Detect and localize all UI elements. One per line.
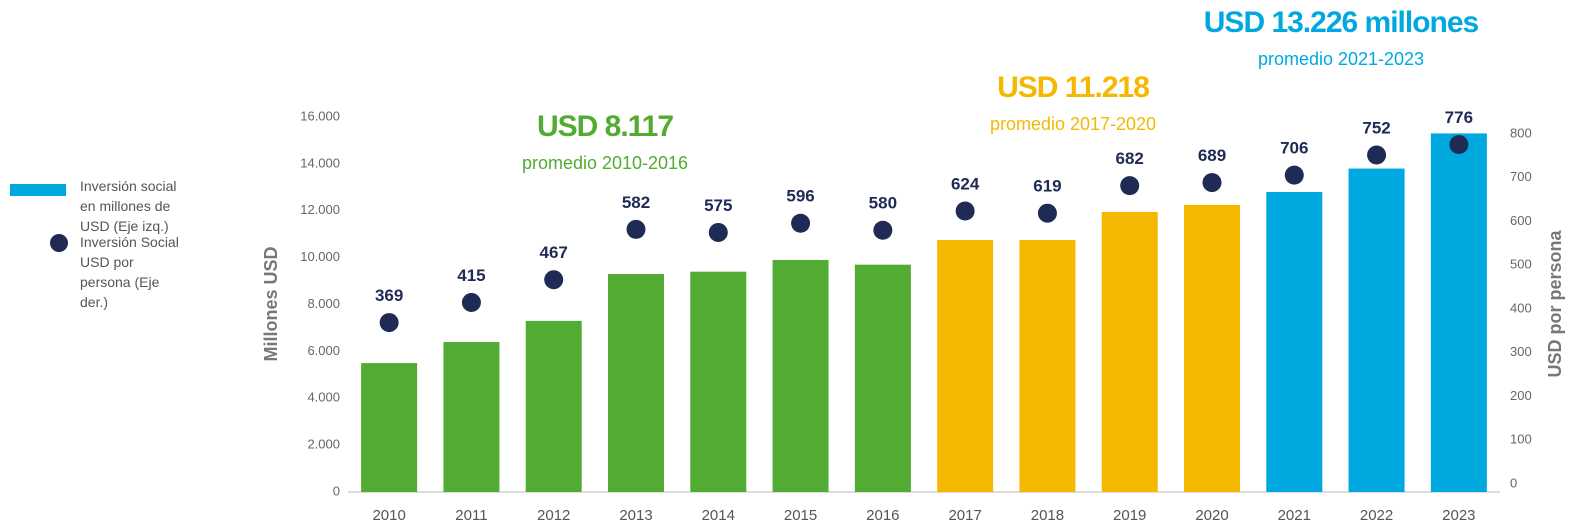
y2-tick-label: 800 — [1510, 125, 1532, 140]
legend-swatch — [50, 234, 68, 252]
dot — [544, 270, 564, 290]
y-tick-label: 0 — [333, 483, 340, 498]
x-tick-label: 2010 — [372, 507, 405, 524]
data-label: 682 — [1116, 149, 1144, 168]
annotation-title: USD 13.226 millones — [1204, 6, 1479, 39]
legend-label: Inversión social en millones de USD (Eje… — [80, 178, 177, 234]
dot — [873, 220, 893, 240]
dot — [1037, 203, 1057, 223]
y-tick-label: 14.000 — [300, 155, 340, 170]
dot — [461, 292, 481, 312]
data-label: 776 — [1445, 108, 1473, 127]
annotation-title: USD 8.117 — [537, 110, 673, 143]
dot — [1284, 165, 1304, 185]
x-tick-label: 2018 — [1031, 507, 1064, 524]
dot — [626, 219, 646, 239]
bar — [1019, 240, 1076, 492]
data-label: 689 — [1198, 146, 1226, 165]
x-tick-label: 2020 — [1195, 507, 1228, 524]
y2-tick-label: 400 — [1510, 300, 1532, 315]
bar — [1266, 192, 1323, 492]
annotation-subtitle: promedio 2010-2016 — [522, 153, 688, 173]
y-tick-label: 6.000 — [307, 343, 340, 358]
bar — [1184, 204, 1240, 492]
x-tick-label: 2014 — [702, 507, 735, 524]
x-tick-label: 2021 — [1278, 507, 1311, 524]
dot — [1202, 173, 1222, 193]
bar — [443, 342, 500, 492]
data-label: 580 — [869, 194, 897, 213]
y-tick-label: 4.000 — [307, 390, 340, 405]
x-tick-label: 2013 — [619, 507, 652, 524]
y-tick-label: 12.000 — [300, 202, 340, 217]
y-tick-label: 16.000 — [300, 108, 340, 123]
y2-tick-label: 100 — [1510, 432, 1532, 447]
x-tick-label: 2016 — [866, 507, 899, 524]
dot — [1367, 145, 1387, 165]
data-label: 467 — [540, 243, 568, 262]
bar — [1101, 211, 1158, 492]
data-label: 596 — [786, 187, 814, 206]
dot — [1449, 135, 1469, 154]
y-tick-label: 10.000 — [300, 249, 340, 264]
y-axis-label: Millones USD — [261, 246, 281, 361]
data-label: 415 — [457, 266, 485, 285]
legend-swatch — [10, 184, 66, 196]
data-label: 624 — [951, 174, 980, 193]
annotation-title: USD 11.218 — [997, 71, 1149, 104]
annotation-subtitle: promedio 2021-2023 — [1258, 49, 1424, 69]
y2-tick-label: 0 — [1510, 475, 1517, 490]
legend-label: Inversión Social USD por persona (Eje de… — [80, 234, 179, 310]
y2-tick-label: 600 — [1510, 213, 1532, 228]
x-tick-label: 2023 — [1442, 507, 1475, 524]
x-tick-label: 2017 — [948, 507, 981, 524]
y2-tick-label: 500 — [1510, 257, 1532, 272]
bar — [1348, 168, 1405, 492]
bar — [690, 271, 747, 492]
dot — [379, 313, 399, 333]
x-tick-label: 2012 — [537, 507, 570, 524]
y2-axis-label: USD por persona — [1545, 230, 1565, 378]
data-label: 619 — [1033, 177, 1061, 196]
data-label: 575 — [704, 196, 732, 215]
bar — [361, 363, 418, 492]
dot — [955, 201, 975, 221]
dot — [791, 213, 811, 233]
data-label: 582 — [622, 193, 650, 212]
y-tick-label: 8.000 — [307, 296, 340, 311]
y2-tick-label: 300 — [1510, 344, 1532, 359]
x-tick-label: 2015 — [784, 507, 817, 524]
dot — [1120, 176, 1140, 196]
bar — [525, 320, 582, 492]
bar — [854, 264, 911, 492]
bar — [1430, 133, 1487, 492]
data-label: 706 — [1280, 139, 1308, 158]
dot — [708, 222, 728, 242]
x-tick-label: 2022 — [1360, 507, 1393, 524]
annotation-subtitle: promedio 2017-2020 — [990, 114, 1156, 134]
data-label: 752 — [1362, 118, 1390, 137]
bar — [608, 274, 664, 492]
y2-tick-label: 200 — [1510, 388, 1532, 403]
data-label: 369 — [375, 286, 403, 305]
bar — [937, 240, 994, 492]
x-tick-label: 2011 — [455, 507, 487, 524]
y-tick-label: 2.000 — [307, 437, 340, 452]
x-tick-label: 2019 — [1113, 507, 1146, 524]
y2-tick-label: 700 — [1510, 169, 1532, 184]
bar — [772, 259, 829, 492]
